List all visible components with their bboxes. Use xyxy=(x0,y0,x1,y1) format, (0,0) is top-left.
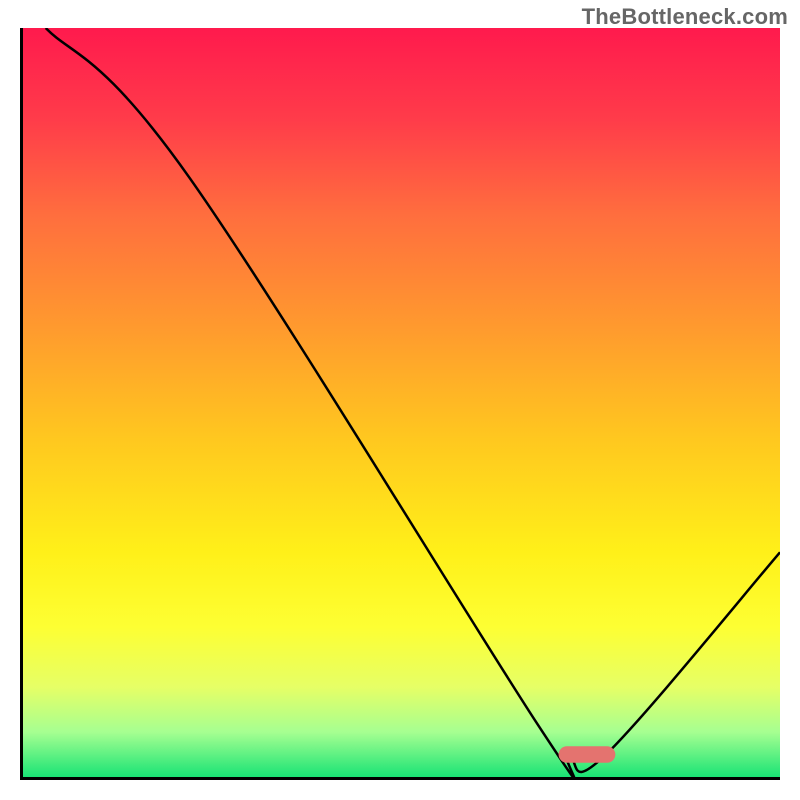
bottleneck-curve xyxy=(46,28,780,777)
chart-svg xyxy=(23,28,780,777)
plot-area xyxy=(20,28,780,780)
chart-container: TheBottleneck.com xyxy=(0,0,800,800)
optimal-marker xyxy=(559,746,616,762)
watermark-text: TheBottleneck.com xyxy=(582,4,788,30)
